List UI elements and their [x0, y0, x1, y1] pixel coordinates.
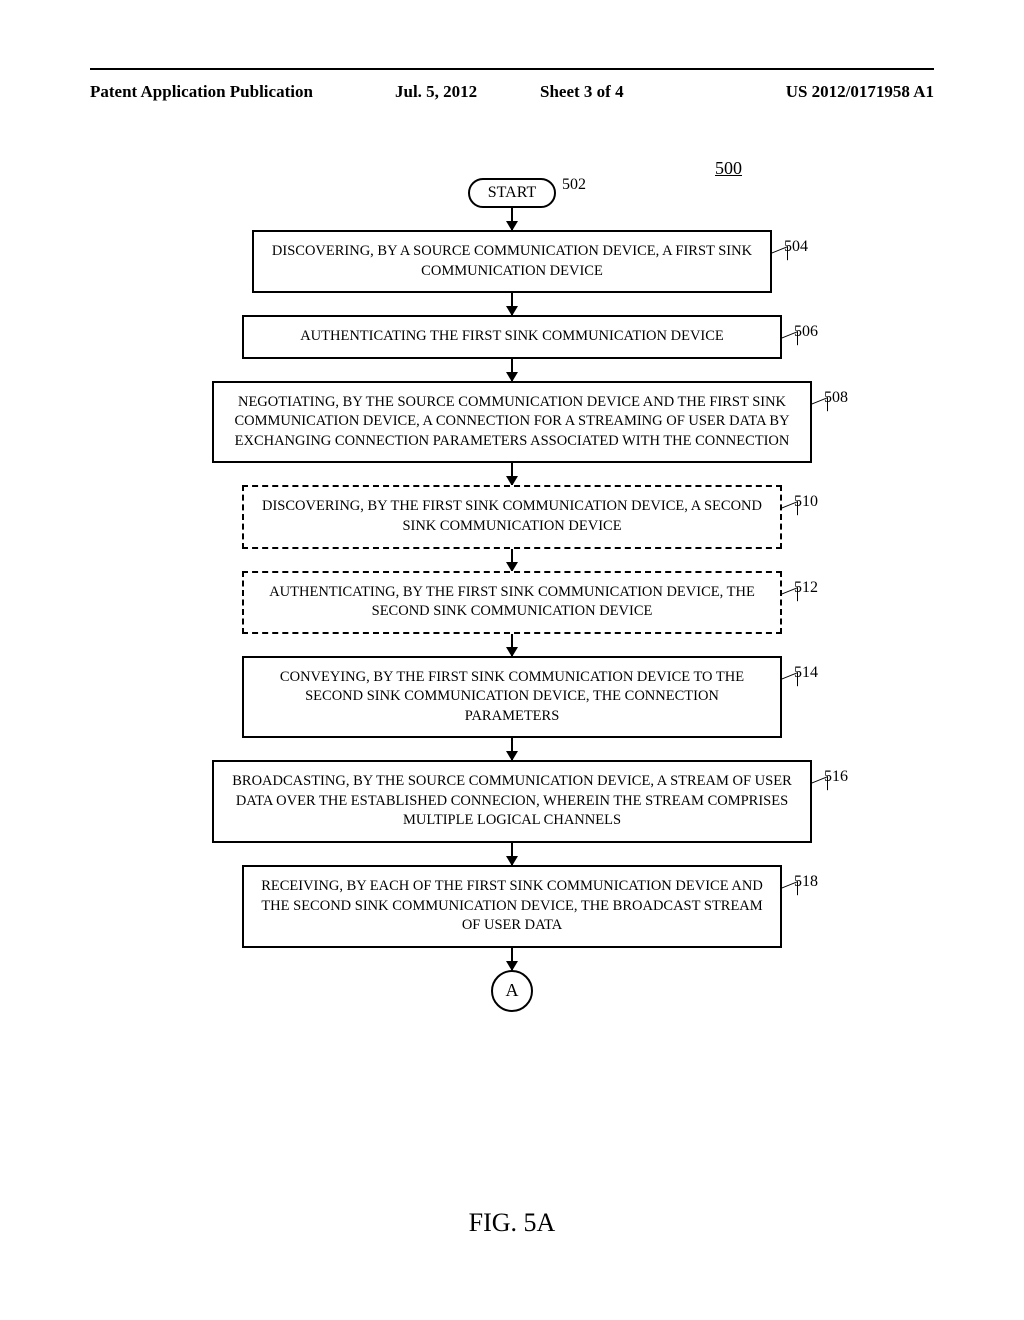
header-date: Jul. 5, 2012 — [395, 82, 477, 102]
flow-step-ref: 518 — [794, 871, 818, 893]
arrow-icon — [511, 359, 513, 381]
arrow-icon — [511, 634, 513, 656]
flow-step-text: CONVEYING, BY THE FIRST SINK COMMUNICATI… — [280, 669, 744, 724]
header-publication: Patent Application Publication — [90, 82, 313, 102]
header-sheet: Sheet 3 of 4 — [540, 82, 624, 102]
flow-step-text: NEGOTIATING, BY THE SOURCE COMMUNICATION… — [234, 394, 789, 449]
flow-step: DISCOVERING, BY THE FIRST SINK COMMUNICA… — [242, 485, 782, 548]
flow-step-text: DISCOVERING, BY THE FIRST SINK COMMUNICA… — [262, 498, 762, 534]
flow-step-text: DISCOVERING, BY A SOURCE COMMUNICATION D… — [272, 243, 752, 279]
arrow-icon — [511, 549, 513, 571]
arrow-icon — [511, 948, 513, 970]
flow-step-text: RECEIVING, BY EACH OF THE FIRST SINK COM… — [261, 878, 763, 933]
header-rule — [90, 68, 934, 70]
flow-step-text: AUTHENTICATING, BY THE FIRST SINK COMMUN… — [269, 584, 755, 620]
flow-step: DISCOVERING, BY A SOURCE COMMUNICATION D… — [252, 230, 772, 293]
flow-step-text: AUTHENTICATING THE FIRST SINK COMMUNICAT… — [300, 328, 724, 344]
flow-step-ref: 506 — [794, 321, 818, 343]
arrow-icon — [511, 463, 513, 485]
header-pubno: US 2012/0171958 A1 — [786, 82, 934, 102]
flow-step-ref: 508 — [824, 387, 848, 409]
flow-step-ref: 516 — [824, 766, 848, 788]
connector-a: A — [491, 970, 533, 1012]
flow-step-ref: 512 — [794, 577, 818, 599]
arrow-icon — [511, 293, 513, 315]
arrow-icon — [511, 738, 513, 760]
figure-caption: FIG. 5A — [0, 1208, 1024, 1238]
start-ref: 502 — [562, 176, 586, 194]
flow-step-ref: 514 — [794, 662, 818, 684]
arrow-icon — [511, 843, 513, 865]
flow-step: BROADCASTING, BY THE SOURCE COMMUNICATIO… — [212, 760, 812, 843]
flow-step: AUTHENTICATING, BY THE FIRST SINK COMMUN… — [242, 571, 782, 634]
flow-step-ref: 504 — [784, 236, 808, 258]
flow-step: RECEIVING, BY EACH OF THE FIRST SINK COM… — [242, 865, 782, 948]
page: Patent Application Publication Jul. 5, 2… — [0, 0, 1024, 1320]
start-node: START — [468, 178, 556, 208]
flowchart: 500 START 502 DISCOVERING, BY A SOURCE C… — [172, 150, 852, 1012]
flow-step-ref: 510 — [794, 491, 818, 513]
flow-step-text: BROADCASTING, BY THE SOURCE COMMUNICATIO… — [232, 773, 792, 828]
flow-step: AUTHENTICATING THE FIRST SINK COMMUNICAT… — [242, 315, 782, 359]
flow-step: CONVEYING, BY THE FIRST SINK COMMUNICATI… — [242, 656, 782, 739]
arrow-icon — [511, 208, 513, 230]
flow-step: NEGOTIATING, BY THE SOURCE COMMUNICATION… — [212, 381, 812, 464]
flowchart-id: 500 — [715, 158, 742, 179]
